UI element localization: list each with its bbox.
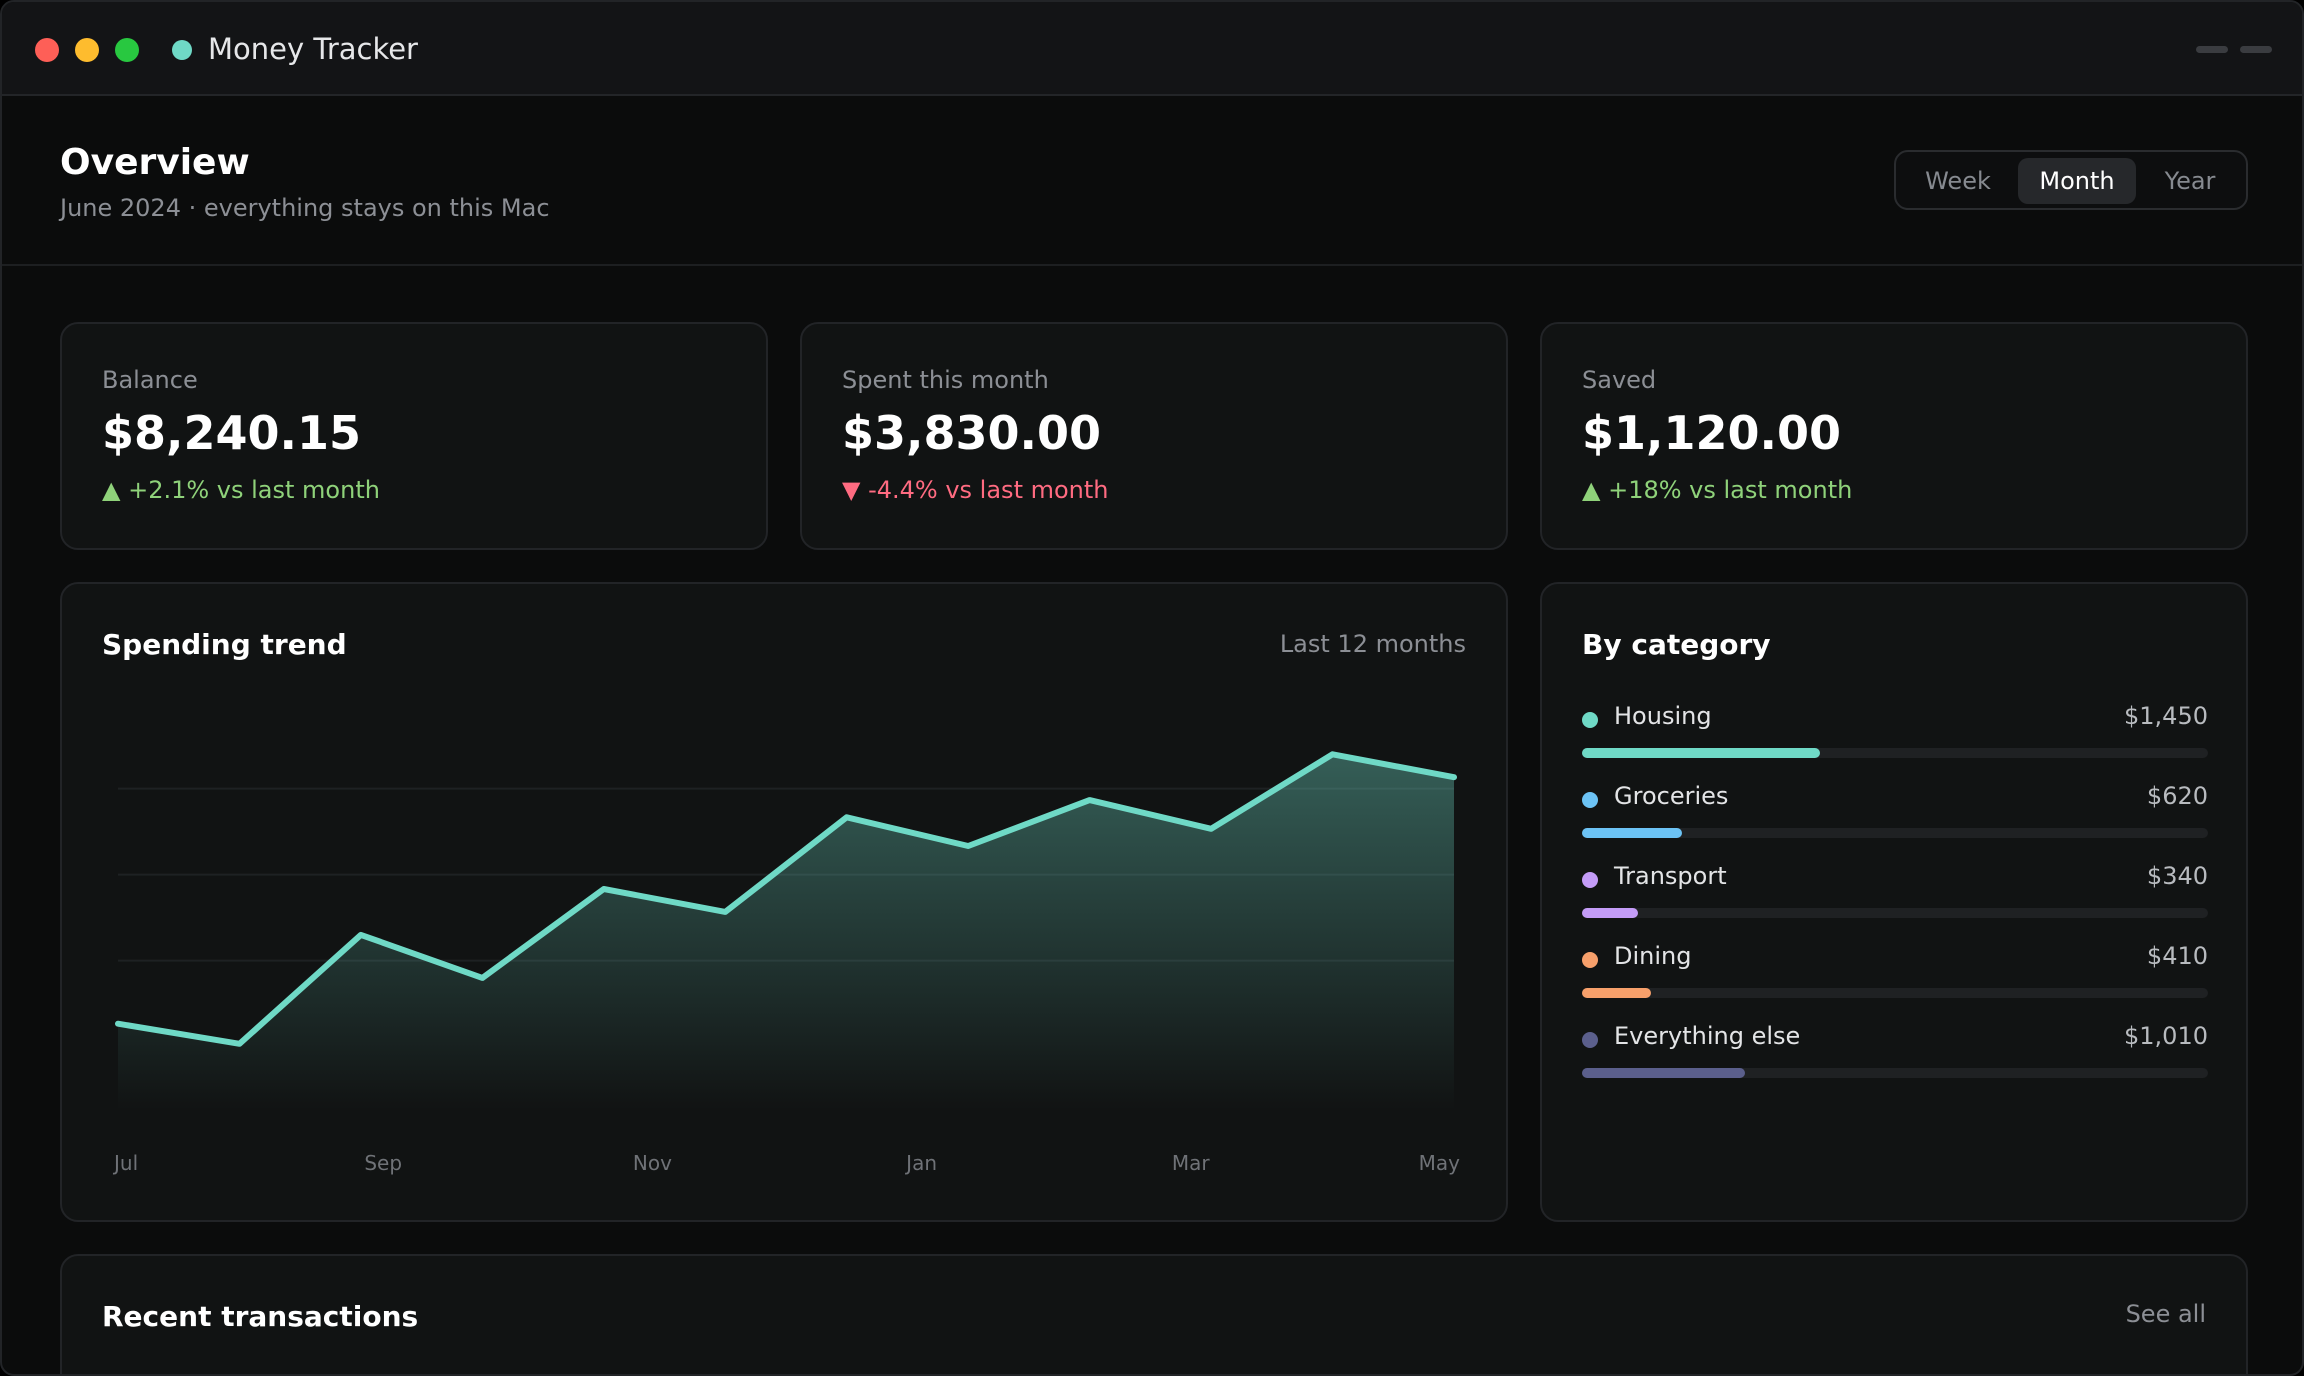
x-tick-label: Jan	[904, 1151, 937, 1175]
period-week-button[interactable]: Week	[1925, 167, 1991, 195]
category-amount: $340	[2146, 862, 2208, 890]
trend-range[interactable]: Last 12 months	[1279, 630, 1466, 658]
transactions-title: Recent transactions	[102, 1300, 419, 1333]
page-title: Overview	[60, 142, 250, 183]
category-color-dot-icon	[1582, 1032, 1598, 1048]
spending-trend-chart: Jul Sep Nov Jan Mar May	[108, 744, 1464, 1175]
balance-card: Balance $8,240.15 ▲ +2.1% vs last month	[60, 322, 768, 550]
category-color-dot-icon	[1582, 872, 1598, 888]
stat-delta: ▼ -4.4% vs last month	[842, 476, 1109, 504]
category-progress-fill	[1582, 828, 1683, 838]
x-tick-label: Sep	[364, 1151, 402, 1175]
x-tick-label: Mar	[1172, 1151, 1211, 1175]
category-amount: $1,450	[2124, 702, 2208, 730]
trend-point-apr[interactable]	[1201, 819, 1221, 839]
stat-delta: ▲ +2.1% vs last month	[102, 476, 380, 504]
category-name: Everything else	[1614, 1022, 1801, 1050]
category-row[interactable]: Dining $410	[1582, 942, 2208, 1002]
stat-value: $3,830.00	[842, 406, 1101, 460]
category-row[interactable]: Everything else $1,010	[1582, 1022, 2208, 1082]
category-progress-fill	[1582, 988, 1651, 998]
window-control-icon[interactable]	[2240, 46, 2272, 53]
trend-point-may[interactable]	[1323, 744, 1343, 764]
stat-delta: ▲ +18% vs last month	[1582, 476, 1853, 504]
category-name: Dining	[1614, 942, 1692, 970]
page-header: Overview June 2024 · everything stays on…	[2, 96, 2302, 266]
saved-card: Saved $1,120.00 ▲ +18% vs last month	[1540, 322, 2248, 550]
category-name: Transport	[1614, 862, 1727, 890]
recent-transactions-card: Recent transactions See all	[60, 1254, 2248, 1374]
category-progress-track	[1582, 748, 2208, 758]
category-title: By category	[1582, 628, 1771, 661]
trend-line	[115, 751, 1457, 1047]
spending-trend-card: Spending trend Last 12 months Jul Sep Nov J…	[60, 582, 1508, 1222]
trend-point-oct[interactable]	[472, 968, 492, 988]
category-card: By category Housing $1,450 Groceries $620 Tr…	[1540, 582, 2248, 1222]
category-row[interactable]: Groceries $620	[1582, 782, 2208, 842]
app-status-dot-icon	[172, 40, 192, 60]
trend-area	[118, 754, 1454, 1110]
stat-label: Saved	[1582, 366, 1657, 394]
category-row[interactable]: Housing $1,450	[1582, 702, 2208, 762]
trend-point-sep[interactable]	[351, 925, 371, 945]
close-window-button[interactable]	[35, 38, 59, 62]
stat-label: Balance	[102, 366, 198, 394]
trend-title: Spending trend	[102, 628, 347, 661]
stat-value: $8,240.15	[102, 406, 361, 460]
category-progress-track	[1582, 828, 2208, 838]
category-color-dot-icon	[1582, 792, 1598, 808]
x-tick-label: May	[1419, 1151, 1461, 1175]
category-progress-fill	[1582, 1068, 1745, 1078]
page-subtitle: June 2024 · everything stays on this Mac	[60, 194, 550, 222]
category-row[interactable]: Transport $340	[1582, 862, 2208, 922]
trend-point-mar[interactable]	[1080, 790, 1100, 810]
category-progress-track	[1582, 1068, 2208, 1078]
spent-card: Spent this month $3,830.00 ▼ -4.4% vs la…	[800, 322, 1508, 550]
period-year-button[interactable]: Year	[2164, 167, 2216, 195]
trend-point-aug[interactable]	[229, 1034, 249, 1054]
category-color-dot-icon	[1582, 952, 1598, 968]
app-title: Money Tracker	[208, 32, 418, 66]
category-amount: $620	[2146, 782, 2208, 810]
category-progress-track	[1582, 988, 2208, 998]
category-progress-fill	[1582, 908, 1639, 918]
window-control-icon[interactable]	[2196, 46, 2228, 53]
title-bar: Money Tracker	[2, 2, 2302, 96]
category-progress-track	[1582, 908, 2208, 918]
maximize-window-button[interactable]	[115, 38, 139, 62]
trend-point-jul[interactable]	[108, 1014, 128, 1034]
period-month-button[interactable]: Month	[2018, 158, 2136, 204]
trend-point-feb[interactable]	[958, 836, 978, 856]
stat-label: Spent this month	[842, 366, 1049, 394]
minimize-window-button[interactable]	[75, 38, 99, 62]
category-name: Housing	[1614, 702, 1712, 730]
x-tick-label: Nov	[633, 1151, 672, 1175]
see-all-link[interactable]: See all	[2125, 1300, 2206, 1328]
category-amount: $410	[2146, 942, 2208, 970]
category-amount: $1,010	[2124, 1022, 2208, 1050]
period-selector: Week Month Year	[1894, 150, 2248, 210]
category-color-dot-icon	[1582, 712, 1598, 728]
trend-point-nov[interactable]	[594, 879, 614, 899]
category-name: Groceries	[1614, 782, 1729, 810]
trend-point-dec[interactable]	[715, 902, 735, 922]
category-progress-fill	[1582, 748, 1820, 758]
x-tick-label: Jul	[112, 1151, 138, 1175]
trend-point-jun[interactable]	[1444, 767, 1464, 787]
stat-value: $1,120.00	[1582, 406, 1841, 460]
trend-point-jan[interactable]	[837, 807, 857, 827]
